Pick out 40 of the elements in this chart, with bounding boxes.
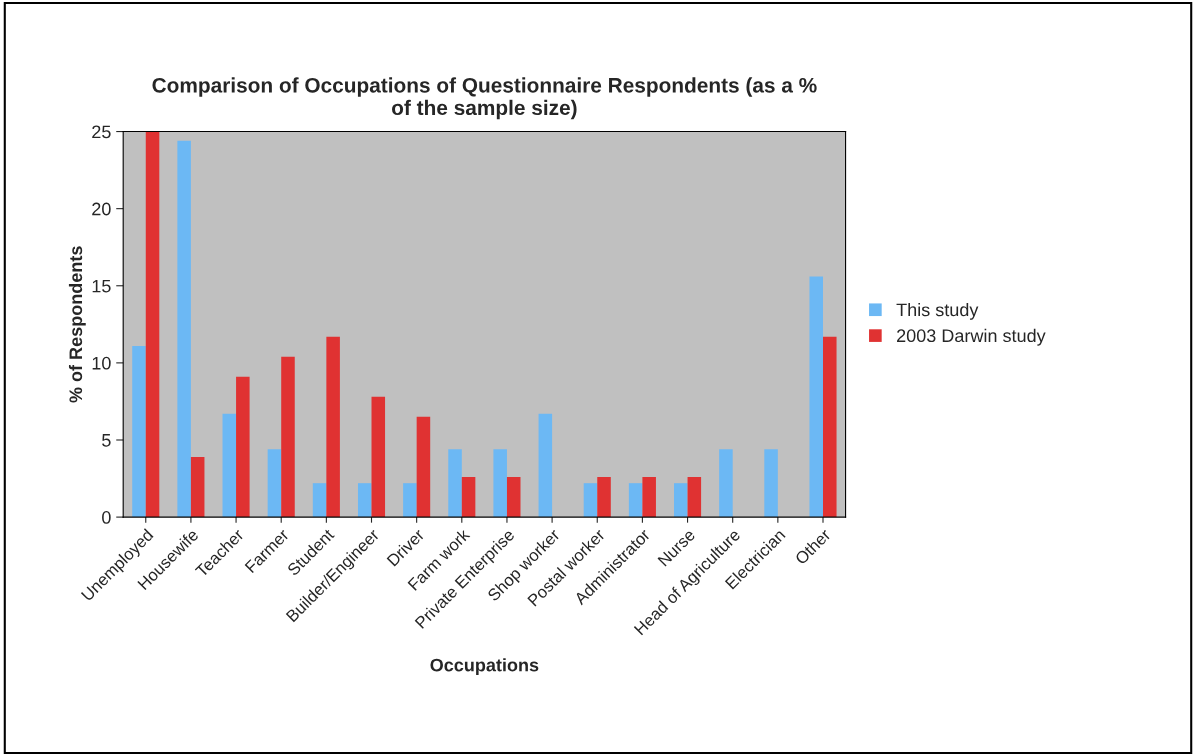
bar <box>823 336 837 518</box>
bar <box>326 336 340 518</box>
bar <box>190 456 205 518</box>
bar <box>597 477 611 518</box>
bar <box>583 483 598 518</box>
bar <box>371 396 386 518</box>
y-tick-label: 10 <box>92 356 111 370</box>
y-tick-label: 5 <box>102 434 111 447</box>
bar <box>674 483 688 518</box>
bar <box>416 416 431 518</box>
legend-label: This study <box>896 302 979 320</box>
y-tick-label: 25 <box>92 125 111 139</box>
bar <box>312 483 327 518</box>
bar <box>222 413 237 518</box>
bar <box>281 356 295 518</box>
bar <box>538 413 553 518</box>
bar <box>177 140 191 518</box>
x-axis-title: Occupations <box>430 658 539 676</box>
bar <box>719 449 733 518</box>
bar <box>448 449 462 518</box>
y-tick-label: 15 <box>92 279 111 293</box>
bar <box>236 376 250 518</box>
bar <box>506 477 521 518</box>
bar <box>403 483 417 518</box>
chart-title: Comparison of Occupations of Questionnaire Respondents (as a % of the sample size) <box>152 77 817 120</box>
bar <box>267 449 282 518</box>
legend-label: 2003 Darwin study <box>897 328 1046 346</box>
bar <box>493 449 507 518</box>
bar <box>764 449 778 518</box>
bar <box>357 483 372 518</box>
y-tick-label: 20 <box>92 202 111 216</box>
bar <box>809 276 823 518</box>
bar <box>642 477 656 518</box>
bar <box>132 345 146 518</box>
y-tick-label: 0 <box>102 511 111 524</box>
bar <box>145 131 160 518</box>
y-axis-title: % of Respondents <box>68 246 86 403</box>
bar <box>628 483 643 518</box>
bar <box>461 477 476 518</box>
bar <box>687 477 702 518</box>
